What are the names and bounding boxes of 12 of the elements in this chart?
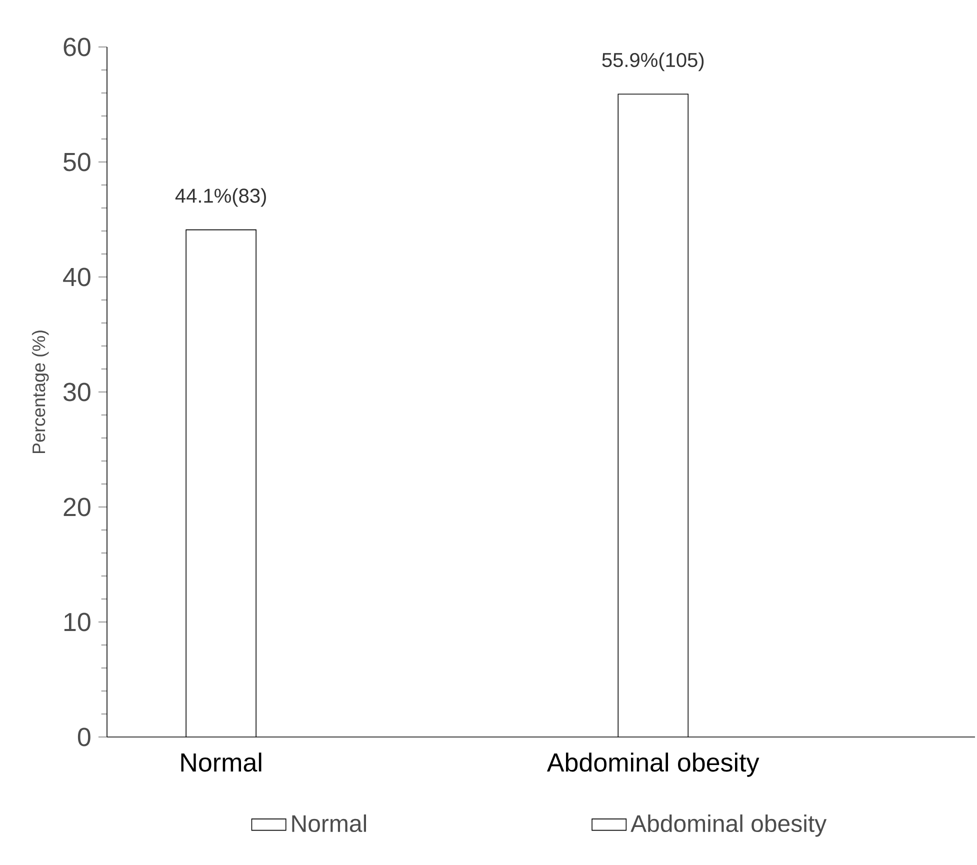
- y-tick-label: 50: [64, 152, 90, 172]
- data-label: 55.9%(105): [602, 52, 704, 72]
- legend-label: Abdominal obesity: [630, 814, 827, 837]
- y-axis-title: Percentage (%): [32, 330, 49, 454]
- y-tick-label: 30: [63, 382, 90, 402]
- y-tick-label: 10: [64, 612, 90, 632]
- y-tick-label: 40: [63, 268, 90, 286]
- data-label: 44.1%(83): [175, 188, 266, 207]
- y-tick-label: 20: [64, 498, 90, 516]
- y-tick-label: 0: [78, 728, 90, 746]
- legend-label: Normal: [292, 814, 366, 832]
- y-tick-label: 60: [64, 38, 90, 56]
